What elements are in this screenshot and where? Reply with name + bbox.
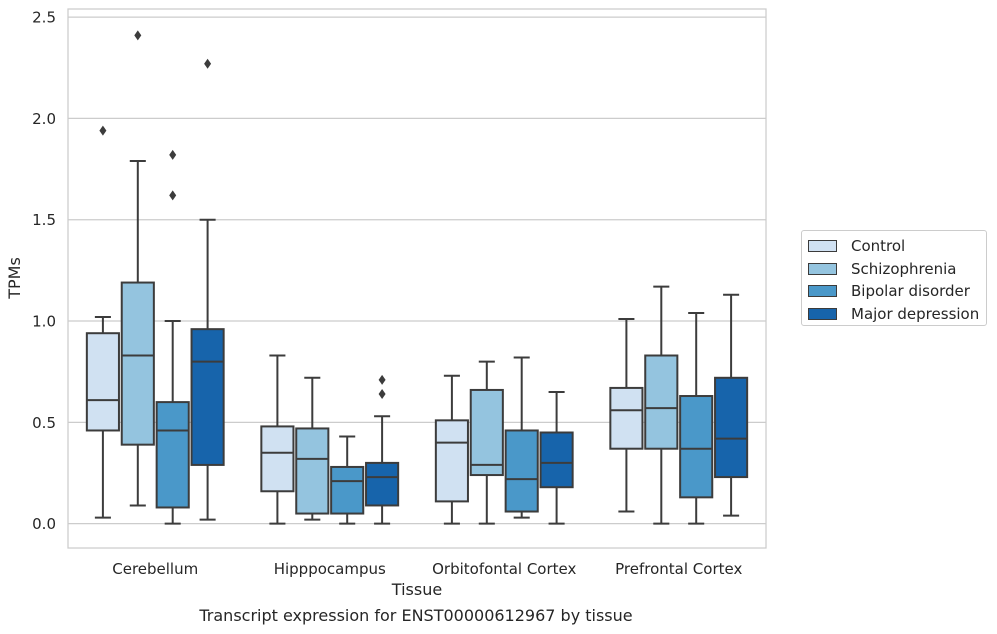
box-body (120, 281, 155, 446)
legend-label: Major depression (851, 304, 980, 323)
box-body (155, 401, 190, 509)
outlier-point (99, 125, 107, 136)
legend-label: Schizophrenia (851, 259, 957, 278)
box-major-depression (539, 390, 574, 525)
box-body (504, 429, 539, 513)
x-tick-label: Prefrontal Cortex (615, 560, 742, 578)
box-body (295, 427, 330, 515)
legend-swatch (808, 240, 837, 253)
box-body (85, 332, 120, 432)
plot-frame (67, 8, 767, 549)
y-tick-label: 0.5 (32, 414, 56, 432)
box-control (85, 125, 120, 519)
x-axis-label: Tissue (391, 580, 442, 599)
box-control (609, 318, 644, 513)
legend-swatch (808, 285, 837, 298)
y-tick-label: 0.0 (32, 515, 56, 533)
box-major-depression (190, 58, 225, 521)
box-body (190, 328, 225, 466)
x-tick-labels: Cerebellum Hipppocampus Orbitofontal Corte… (112, 560, 742, 578)
y-tick-labels: 0.0 0.5 1.0 1.5 2.0 2.5 (32, 9, 56, 534)
x-tick-label: Orbitofontal Cortex (432, 560, 576, 578)
outlier-point (378, 389, 386, 399)
outlier-point (134, 30, 142, 41)
box-schizophrenia (469, 360, 504, 525)
y-tick-label: 2.5 (32, 9, 56, 27)
chart-caption: Transcript expression for ENST0000061296… (199, 606, 633, 625)
box-body (434, 419, 469, 503)
box-control (260, 354, 295, 525)
box-bipolar-disorder (155, 149, 190, 525)
box-major-depression (714, 293, 749, 517)
box-body (260, 425, 295, 493)
y-tick-label: 1.0 (32, 313, 56, 331)
legend-swatch (808, 307, 837, 320)
y-axis-label: TPMs (5, 257, 24, 300)
legend-swatch (808, 262, 837, 275)
legend-item: Bipolar disorder (808, 280, 980, 303)
legend-label: Control (851, 237, 906, 256)
legend: Control Schizophrenia Bipolar disorder Majo… (801, 230, 987, 326)
box-bipolar-disorder (330, 435, 365, 525)
outlier-point (204, 58, 212, 69)
legend-label: Bipolar disorder (851, 282, 970, 301)
legend-item: Control (808, 235, 980, 258)
box-bipolar-disorder (504, 356, 539, 519)
box-body (609, 386, 644, 450)
box-schizophrenia (295, 376, 330, 521)
box-major-depression (365, 374, 400, 525)
box-series (85, 30, 749, 525)
x-tick-label: Cerebellum (112, 560, 198, 578)
outlier-point (169, 149, 177, 160)
box-body (539, 431, 574, 489)
y-tick-label: 1.5 (32, 211, 56, 229)
box-bipolar-disorder (679, 311, 714, 525)
legend-item: Major depression (808, 303, 980, 326)
y-tick-label: 2.0 (32, 110, 56, 128)
box-body (365, 461, 400, 507)
box-schizophrenia (120, 30, 155, 507)
legend-item: Schizophrenia (808, 258, 980, 281)
box-body (679, 395, 714, 499)
box-schizophrenia (644, 285, 679, 525)
box-body (714, 376, 749, 479)
x-tick-label: Hipppocampus (274, 560, 386, 578)
box-control (434, 374, 469, 525)
box-body (330, 465, 365, 515)
box-body (644, 354, 679, 450)
outlier-point (378, 374, 386, 385)
outlier-point (169, 190, 177, 201)
box-body (469, 388, 504, 477)
